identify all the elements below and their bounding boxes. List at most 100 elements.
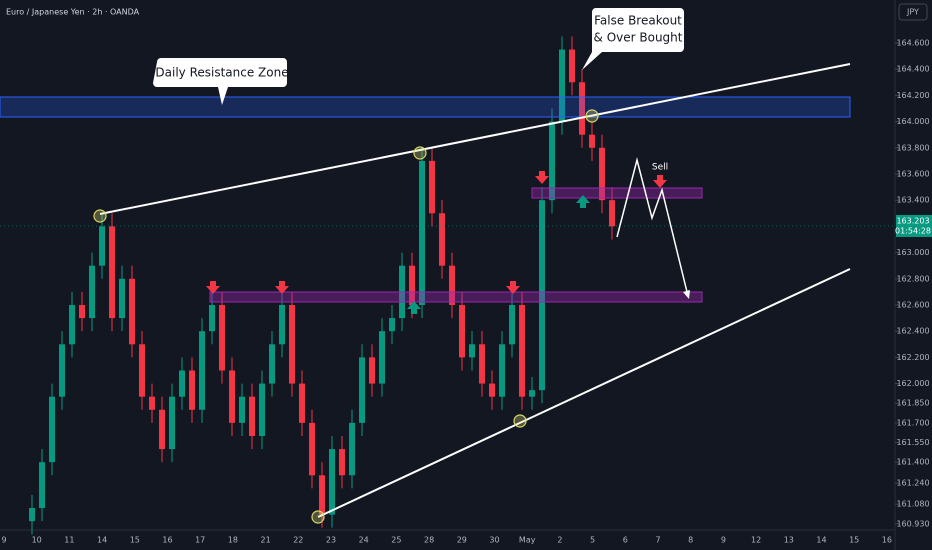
y-tick-label: 161.850	[896, 399, 929, 408]
x-tick-label: 9	[721, 536, 726, 545]
x-tick-label: 8	[688, 536, 693, 545]
x-tick-label: 28	[424, 536, 434, 545]
x-tick-label: 12	[751, 536, 761, 545]
candle-body	[59, 344, 65, 397]
callout-text: False Breakout	[594, 14, 682, 28]
candle-body	[529, 390, 535, 397]
x-tick-label: 6	[623, 536, 628, 545]
forecast-path	[616, 157, 689, 297]
x-tick-label: 18	[228, 536, 238, 545]
candle-body	[79, 304, 85, 319]
y-tick-label: 162.200	[896, 353, 929, 362]
x-tick-label: 10	[32, 536, 42, 545]
candle-body	[249, 396, 255, 436]
candle-body	[269, 344, 275, 384]
last-price-box	[896, 214, 932, 237]
candle-body	[179, 370, 185, 397]
candle-body	[209, 304, 215, 332]
x-tick-label: 24	[359, 536, 369, 545]
candle-body	[319, 475, 325, 515]
candle-body	[559, 49, 565, 122]
candle-body	[29, 508, 35, 522]
sell-arrows	[206, 171, 667, 294]
candle-body	[219, 304, 225, 371]
x-tick-label: 17	[195, 536, 205, 545]
up-arrow	[576, 195, 590, 208]
candle-body	[239, 396, 245, 423]
candle-body	[69, 304, 75, 345]
candle-body	[599, 147, 605, 201]
x-tick-label: 11	[64, 536, 74, 545]
candle-body	[539, 200, 545, 391]
candle-body	[499, 344, 505, 397]
candle-body	[549, 121, 555, 201]
touch-point	[413, 146, 427, 160]
candle-body	[459, 304, 465, 358]
candle-body	[299, 383, 305, 423]
y-tick-label: 161.080	[896, 500, 929, 509]
callout	[153, 58, 287, 105]
down-arrow	[535, 171, 549, 184]
candle-body	[469, 344, 475, 358]
x-tick-label: 14	[816, 536, 826, 545]
candle-body	[439, 213, 445, 266]
x-tick-label: 30	[489, 536, 499, 545]
candle-body	[419, 160, 425, 305]
candle-body	[589, 134, 595, 148]
candle-body	[579, 82, 585, 135]
y-tick-label: 163.400	[896, 196, 929, 205]
candle-body	[139, 344, 145, 397]
candles	[29, 36, 615, 535]
x-tick-label: 14	[97, 536, 107, 545]
callout-text: Daily Resistance Zone	[155, 66, 288, 80]
candle-body	[489, 383, 495, 397]
y-tick-label: 160.930	[896, 519, 929, 528]
y-tick-label: 161.240	[896, 479, 929, 488]
callout	[582, 8, 684, 70]
resistance-zone	[0, 96, 851, 118]
candle-body	[329, 449, 335, 515]
y-tick-label: 163.800	[896, 143, 929, 152]
candle-body	[159, 409, 165, 450]
candle-body	[229, 370, 235, 423]
candle-body	[519, 304, 525, 397]
y-tick-label: 164.400	[896, 65, 929, 74]
forecast-arrowhead	[683, 290, 690, 299]
sell-label: Sell	[652, 163, 668, 173]
candle-body	[409, 265, 415, 305]
y-tick-label: 164.600	[896, 38, 929, 47]
x-tick-label: 7	[655, 536, 660, 545]
candle-body	[289, 304, 295, 384]
candle-body	[509, 304, 515, 345]
down-arrow	[206, 281, 220, 294]
y-tick-label: 162.000	[896, 379, 929, 388]
x-tick-label: 23	[326, 536, 336, 545]
y-tick-label: 162.800	[896, 274, 929, 283]
callout-text: & Over Bought	[594, 31, 683, 45]
candle-body	[189, 370, 195, 410]
candle-body	[199, 331, 205, 410]
down-arrow	[275, 281, 289, 294]
up-arrow	[407, 301, 421, 314]
candle-body	[369, 357, 375, 384]
candle-body	[449, 265, 455, 305]
candle-body	[49, 396, 55, 463]
candle-body	[129, 278, 135, 345]
y-tick-label: 163.000	[896, 248, 929, 257]
currency-box	[898, 3, 928, 21]
y-tick-label: 163.600	[896, 169, 929, 178]
candle-body	[99, 226, 105, 266]
touch-points	[93, 109, 599, 524]
touch-point	[93, 209, 107, 223]
touch-point	[311, 510, 325, 524]
candle-body	[309, 422, 315, 476]
touch-point	[585, 109, 599, 123]
y-tick-label: 161.550	[896, 438, 929, 447]
down-arrow	[506, 281, 520, 294]
candle-body	[89, 265, 95, 319]
y-tick-label: 161.700	[896, 418, 929, 427]
upper-trendline	[99, 63, 851, 215]
candle-body	[379, 331, 385, 384]
candle-body	[149, 396, 155, 410]
candle-body	[39, 462, 45, 509]
